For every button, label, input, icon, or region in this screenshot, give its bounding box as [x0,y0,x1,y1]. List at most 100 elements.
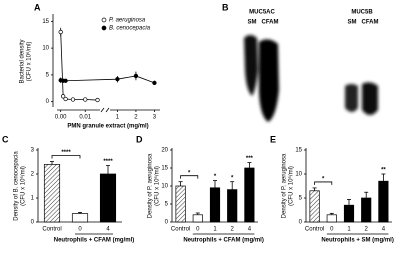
x-tick-label: Control [305,227,324,233]
x-tick-label: 0 [78,227,82,233]
y-axis-label: Bacterial density [20,39,26,83]
bar [192,214,203,223]
y-tick-label: 15 [295,148,302,154]
data-point [95,97,100,103]
significance-label: ** [381,168,386,174]
y-tick-label: 10 [42,46,49,52]
group-label: MUC5B [351,10,373,16]
bar [43,164,61,223]
y-tick-label: 10 [295,172,302,178]
significance-bracket [51,155,81,159]
axis-break [105,107,110,113]
significance-bracket [314,181,333,185]
y-tick-label: 20 [161,148,168,154]
significance-label: * [231,175,234,181]
y-tick-label: 0 [31,220,35,226]
significance-label: *** [246,156,254,162]
y-tick-label: 5 [299,196,303,202]
x-tick-label: Control [42,227,61,233]
legend-label: P. aeruginosa [109,18,146,24]
y-tick-label: 10 [161,184,168,190]
x-tick-label: 1 [347,227,351,233]
y-axis-label: Density of B. cenocepacia [14,151,20,221]
x-tick-label: 4 [106,227,110,233]
x-tick-label: 0.00 [55,115,67,121]
x-tick-label: 2 [134,115,138,121]
data-point [133,73,139,79]
y-tick-label: 2 [31,172,35,178]
panel-label: E [270,134,276,144]
legend-label: B. cenocepacia [109,26,151,32]
significance-label: **** [61,150,71,156]
bar [326,214,337,223]
x-tick-label: Control [171,227,190,233]
y-tick-label: 15 [161,166,168,172]
bar [378,180,389,223]
group-label: MUC5AC [249,10,275,16]
lane-label: CFAM [262,20,279,26]
significance-bracket [180,175,199,179]
blot-image [244,35,378,122]
data-point [152,80,157,86]
data-point [60,94,66,99]
y-axis-label: (CFU x 10⁶/ml) [26,42,33,82]
y-axis-label: Density of P. aeruginosa [148,153,154,218]
y-axis-label: (CFU x 10⁶/ml) [288,166,295,206]
legend-marker [101,25,107,31]
significance-label: * [214,174,217,180]
series-line [60,32,98,101]
group-label: Neutrophils + SM (mg/ml) [321,238,394,244]
significance-label: **** [103,159,113,165]
panel-label: D [136,134,143,144]
y-axis-label: Density of P. aeruginosa [282,153,288,218]
y-axis-label: (CFU x 10⁶/ml) [20,166,27,206]
x-tick-label: 0 [330,227,334,233]
x-tick-label: 3 [153,115,157,121]
x-tick-label: 1 [213,227,217,233]
legend-marker [101,17,107,23]
lane-label: CFAM [362,20,379,26]
series-line [60,75,155,84]
panel-label: B [222,2,229,12]
x-tick-label: 2 [365,227,369,233]
x-tick-label: 4 [382,227,386,233]
x-axis-label: PMN granule extract (mg/ml) [67,124,148,130]
y-axis-label: (CFU x 10⁶/ml) [154,166,161,206]
bar [343,204,355,223]
lane-label: SM [248,20,257,26]
x-tick-label: 1 [116,115,120,121]
bar [309,190,320,223]
significance-label: * [322,176,325,182]
bar [71,213,89,223]
x-tick-label: 0.01 [79,115,91,121]
bar [244,167,255,223]
bar [99,173,117,223]
axis-break [100,107,105,113]
data-point [115,77,120,82]
group-label: Neutrophils + CFAM (mg/ml) [183,238,264,244]
y-tick-label: 5 [46,72,50,78]
data-point [58,29,63,35]
y-tick-label: 1 [31,196,35,202]
y-tick-label: 0 [299,220,303,226]
bar [227,189,238,223]
panel-label: C [2,134,9,144]
data-point [83,97,88,102]
data-point [70,97,76,102]
y-tick-label: 3 [31,148,35,154]
y-tick-label: 5 [165,202,169,208]
x-tick-label: 0 [196,227,200,233]
data-point [63,78,68,83]
panel-label: A [34,2,41,12]
lane-label: SM [348,20,357,26]
y-tick-label: 0 [165,220,169,226]
x-tick-label: 4 [248,227,252,233]
significance-label: * [188,170,191,176]
bar [175,185,186,223]
bar [209,187,221,223]
x-tick-label: 2 [231,227,235,233]
y-tick-label: 15 [42,19,49,25]
y-tick-label: 0 [46,99,50,105]
data-point [63,96,68,102]
